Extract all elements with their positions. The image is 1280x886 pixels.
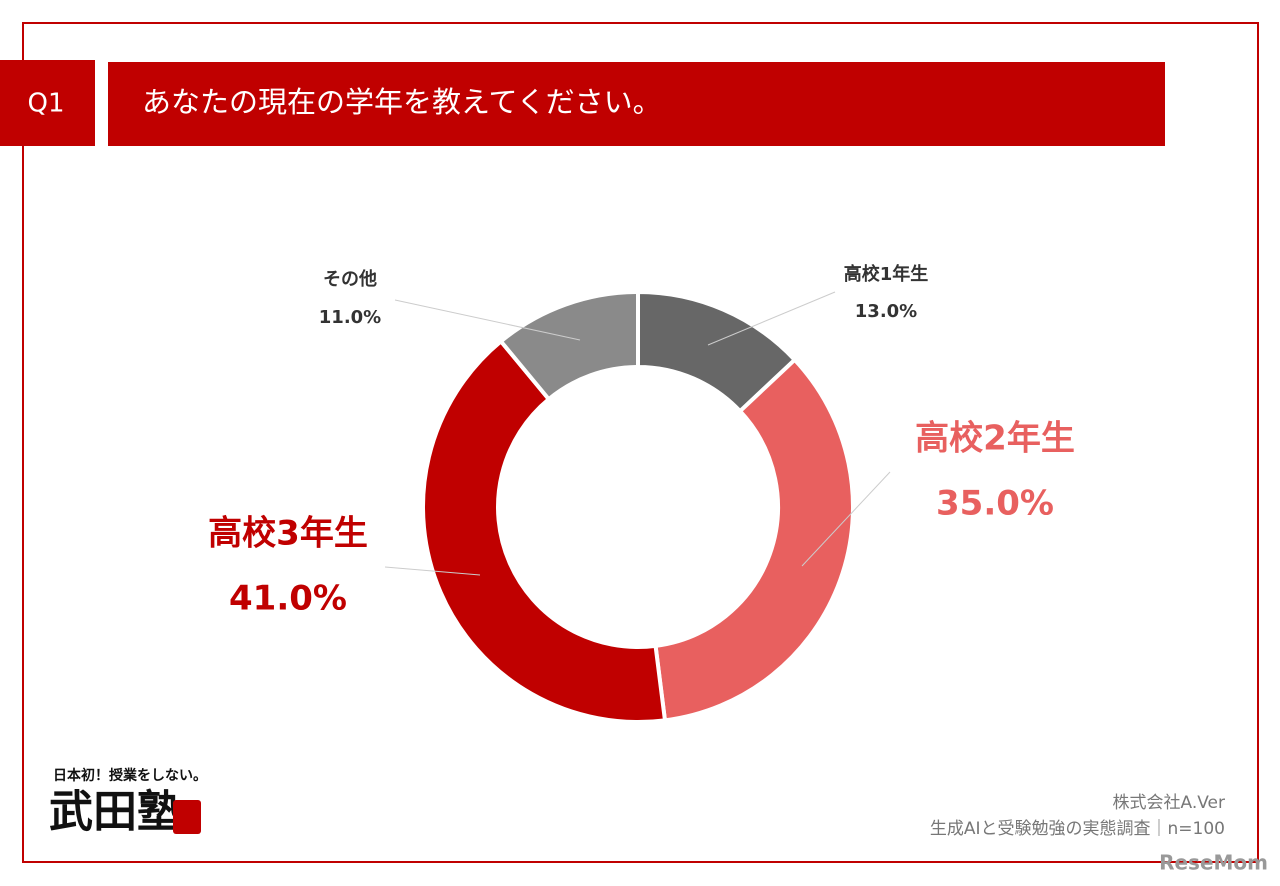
frame xyxy=(22,22,1259,863)
watermark: ReseMom xyxy=(1159,851,1268,875)
donut-slice xyxy=(498,289,640,402)
logo-name: 武田塾 xyxy=(49,787,181,838)
footer-company: 株式会社A.Ver xyxy=(1113,793,1226,813)
value-label: 41.0% xyxy=(229,579,347,619)
value-label: 13.0% xyxy=(855,301,917,322)
leader-line xyxy=(801,471,891,567)
donut-slice xyxy=(653,356,855,723)
donut-chart: 高校1年生 13.0% 高校2年生 35.0% 高校3年生 41.0% その他 11.0% xyxy=(208,263,1075,724)
category-label: その他 xyxy=(323,268,377,290)
category-label: 高校1年生 xyxy=(844,263,929,285)
leader-line xyxy=(394,299,581,341)
logo-stamp xyxy=(173,800,201,834)
title-bar xyxy=(108,62,1165,146)
badge-box xyxy=(0,60,95,146)
value-label: 35.0% xyxy=(936,484,1054,524)
title: あなたの現在の学年を教えてください。 xyxy=(142,85,662,119)
donut-slice xyxy=(421,338,668,724)
logo-tagline: 日本初！授業をしない。 xyxy=(53,767,207,784)
badge: Q1 xyxy=(27,89,64,119)
leader-line xyxy=(384,566,481,576)
footer-survey: 生成AIと受験勉強の実態調査｜n=100 xyxy=(930,819,1225,839)
value-label: 11.0% xyxy=(319,307,381,328)
category-label: 高校2年生 xyxy=(915,419,1075,459)
category-label: 高校3年生 xyxy=(208,514,368,554)
leader-line xyxy=(707,291,836,346)
